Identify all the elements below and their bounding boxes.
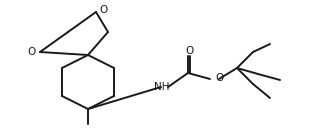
Text: NH: NH xyxy=(154,82,170,92)
Text: O: O xyxy=(185,46,193,56)
Text: O: O xyxy=(100,5,108,15)
Text: O: O xyxy=(28,47,36,57)
Text: O: O xyxy=(215,73,223,83)
